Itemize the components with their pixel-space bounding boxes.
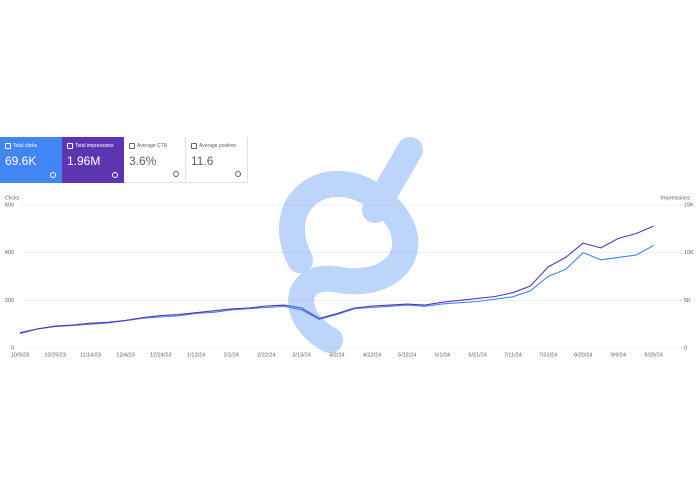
metric-value: 1.96M bbox=[67, 154, 101, 168]
metric-label: Average position bbox=[199, 143, 237, 149]
metric-label: Total clicks bbox=[13, 143, 38, 149]
y2-tick-label: 0 bbox=[684, 345, 687, 351]
x-tick-label: 7/31/24 bbox=[539, 352, 557, 358]
metric-card[interactable]: Average position 11.6 bbox=[186, 137, 248, 183]
x-tick-label: 4/22/24 bbox=[363, 352, 381, 358]
metric-label: Total impressions bbox=[75, 143, 114, 149]
x-tick-label: 2/22/24 bbox=[257, 352, 275, 358]
metric-card[interactable]: Total impressions 1.96M bbox=[62, 137, 124, 183]
x-tick-label: 11/14/23 bbox=[80, 352, 101, 358]
x-tick-label: 9/9/24 bbox=[611, 352, 626, 358]
y2-axis-label: Impressions bbox=[660, 195, 690, 201]
series-line bbox=[19, 225, 654, 334]
x-tick-label: 8/20/24 bbox=[574, 352, 592, 358]
x-tick-label: 7/11/24 bbox=[504, 352, 522, 358]
x-tick-label: 12/24/23 bbox=[150, 352, 171, 358]
x-tick-label: 6/21/24 bbox=[468, 352, 486, 358]
x-tick-label: 3/13/24 bbox=[292, 352, 310, 358]
watermark bbox=[279, 137, 423, 353]
y2-tick-label: 5K bbox=[684, 298, 691, 304]
metric-value: 11.6 bbox=[191, 154, 214, 168]
x-tick-label: 4/2/24 bbox=[329, 352, 344, 358]
metric-card[interactable]: Total clicks 69.6K bbox=[0, 137, 62, 183]
y-tick-label: 400 bbox=[5, 250, 14, 256]
x-tick-label: 5/12/24 bbox=[398, 352, 416, 358]
x-tick-label: 9/29/24 bbox=[644, 352, 662, 358]
y-tick-label: 0 bbox=[11, 345, 14, 351]
y-tick-label: 200 bbox=[5, 298, 14, 304]
y2-tick-label: 10K bbox=[684, 250, 694, 256]
metric-value: 3.6% bbox=[129, 154, 157, 168]
x-tick-label: 2/2/24 bbox=[224, 352, 239, 358]
x-tick-label: 6/1/24 bbox=[435, 352, 450, 358]
y-tick-label: 600 bbox=[5, 202, 14, 208]
metric-value: 69.6K bbox=[5, 154, 37, 168]
x-tick-label: 10/5/23 bbox=[11, 352, 29, 358]
y-axis-label: Clicks bbox=[5, 195, 20, 201]
metric-cards: Total clicks 69.6K Total impressions 1.9… bbox=[0, 137, 248, 183]
y2-tick-label: 15K bbox=[684, 202, 694, 208]
x-tick-label: 10/25/23 bbox=[44, 352, 65, 358]
x-tick-label: 1/13/24 bbox=[187, 352, 205, 358]
metric-label: Average CTR bbox=[137, 143, 168, 149]
x-tick-label: 12/4/23 bbox=[116, 352, 134, 358]
metric-card[interactable]: Average CTR 3.6% bbox=[124, 137, 186, 183]
